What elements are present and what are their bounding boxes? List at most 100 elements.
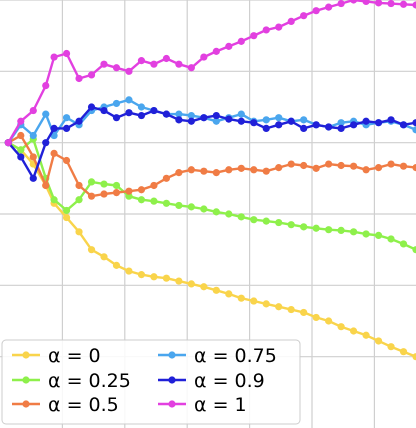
data-point	[262, 124, 270, 132]
data-point	[162, 110, 170, 118]
data-point	[62, 124, 71, 132]
series-1	[4, 135, 416, 254]
data-point	[62, 213, 71, 222]
data-point	[75, 196, 83, 204]
data-point	[399, 240, 408, 248]
data-point	[362, 117, 370, 125]
data-point	[42, 139, 50, 147]
data-point	[374, 231, 383, 239]
data-point	[212, 286, 220, 294]
data-point	[137, 186, 146, 194]
data-point	[87, 103, 96, 111]
data-point	[262, 217, 270, 225]
data-point	[100, 180, 108, 188]
data-point	[325, 3, 333, 11]
data-point	[350, 0, 358, 4]
data-point	[200, 205, 208, 213]
data-point	[29, 131, 37, 140]
legend-box	[1, 339, 301, 425]
data-point	[387, 235, 395, 243]
data-point	[275, 218, 283, 227]
data-point	[412, 126, 416, 134]
series-line	[7, 0, 416, 144]
data-point	[137, 271, 146, 279]
data-point	[112, 64, 121, 72]
legend-label: α = 0.9	[194, 370, 265, 392]
data-point	[412, 119, 416, 127]
data-point	[287, 221, 295, 229]
data-point	[325, 317, 333, 325]
legend: α = 0 α = 0.25α = 0.5 α = 0.75 α = 0.9α = 1	[1, 339, 301, 425]
legend-entry: α = 0.25	[12, 370, 131, 392]
data-point	[62, 49, 71, 58]
data-point	[399, 348, 408, 356]
data-point	[300, 308, 308, 317]
legend-entry: α = 0	[12, 345, 101, 367]
data-point	[287, 17, 295, 25]
data-point	[312, 224, 320, 232]
legend-marker	[168, 376, 176, 384]
series-5	[4, 0, 416, 147]
data-point	[212, 111, 220, 120]
data-point	[399, 162, 408, 170]
data-point	[175, 60, 183, 68]
data-point	[187, 117, 195, 125]
series-line	[7, 141, 416, 358]
data-point	[125, 192, 133, 200]
data-point	[162, 174, 170, 182]
data-point	[225, 115, 233, 123]
data-point	[162, 54, 170, 63]
data-point	[150, 106, 158, 115]
data-point	[275, 303, 283, 311]
data-point	[112, 189, 121, 197]
data-point	[225, 290, 233, 298]
data-point	[387, 160, 395, 168]
data-point	[29, 153, 37, 161]
data-point	[100, 253, 108, 261]
data-point	[87, 71, 96, 79]
legend-entry: α = 0.5	[12, 394, 119, 416]
data-point	[362, 166, 370, 174]
data-point	[150, 181, 158, 190]
data-point	[250, 166, 258, 174]
data-point	[125, 96, 133, 104]
data-point	[399, 0, 408, 8]
data-point	[212, 169, 220, 177]
data-point	[62, 206, 71, 215]
data-point	[337, 0, 345, 8]
legend-marker	[22, 400, 30, 408]
data-point	[237, 213, 245, 221]
data-point	[337, 119, 345, 127]
data-point	[100, 60, 108, 68]
data-point	[137, 57, 146, 65]
data-point	[112, 114, 121, 122]
data-point	[17, 146, 25, 154]
legend-label: α = 0.25	[48, 370, 131, 392]
data-point	[337, 124, 345, 132]
legend-label: α = 0	[48, 345, 101, 367]
series-line	[7, 98, 416, 144]
data-point	[187, 64, 195, 72]
data-point	[412, 246, 416, 254]
data-point	[4, 139, 12, 147]
data-point	[287, 160, 295, 168]
data-point	[112, 181, 121, 190]
data-point	[175, 201, 183, 210]
data-point	[350, 327, 358, 335]
data-point	[50, 124, 58, 132]
data-point	[362, 331, 370, 339]
data-point	[29, 106, 37, 115]
data-point	[225, 42, 233, 50]
data-point	[275, 164, 283, 172]
data-point	[75, 74, 83, 83]
data-point	[237, 110, 245, 118]
data-point	[337, 161, 345, 170]
data-point	[387, 116, 395, 124]
data-point	[262, 26, 270, 34]
data-point	[312, 121, 320, 129]
data-point	[300, 124, 308, 132]
data-point	[150, 60, 158, 68]
